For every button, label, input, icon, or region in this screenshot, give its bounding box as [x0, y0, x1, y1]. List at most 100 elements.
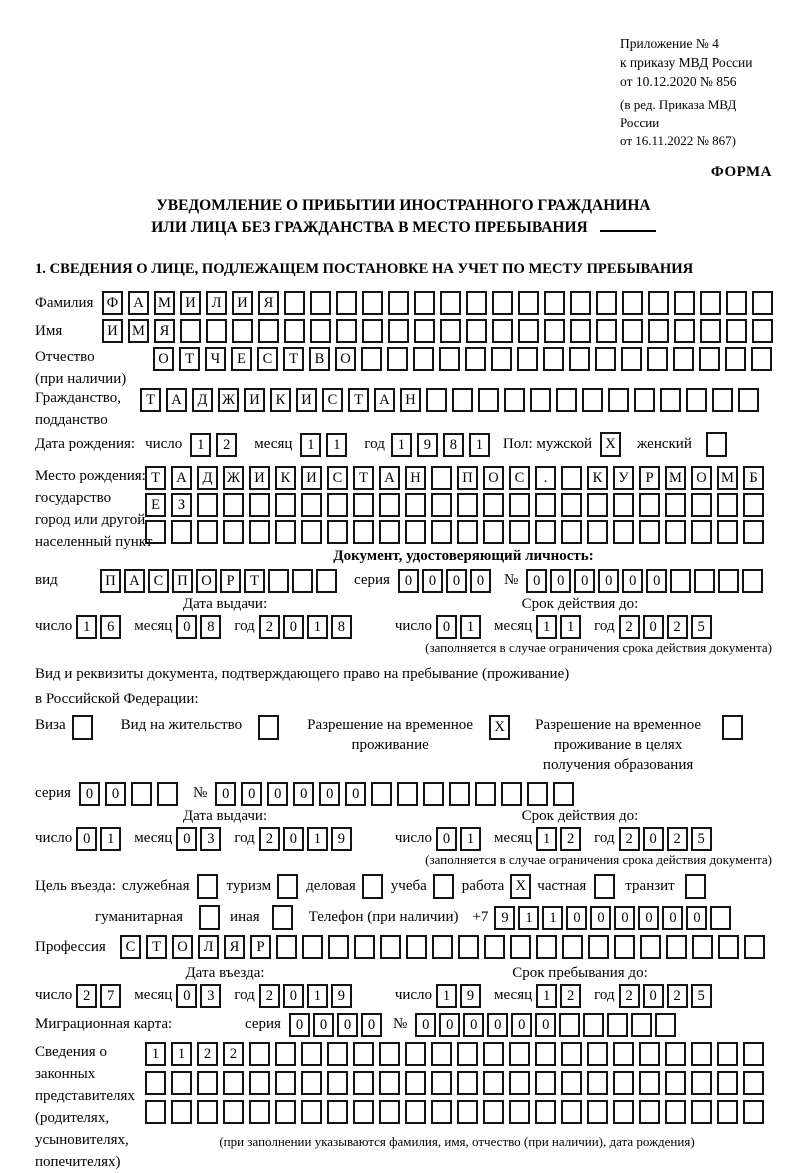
char-box[interactable] [717, 520, 738, 544]
char-box[interactable]: 0 [176, 615, 198, 639]
char-box[interactable] [665, 1100, 686, 1124]
char-box[interactable] [327, 520, 348, 544]
char-box[interactable] [452, 388, 473, 412]
char-box[interactable] [588, 935, 609, 959]
char-box[interactable]: 0 [282, 984, 304, 1008]
char-box[interactable]: 0 [574, 569, 596, 593]
char-box[interactable] [439, 347, 460, 371]
char-box[interactable] [665, 1071, 686, 1095]
char-box[interactable]: 1 [326, 433, 348, 457]
char-box[interactable]: 0 [469, 569, 491, 593]
char-box[interactable]: Н [400, 388, 421, 412]
char-box[interactable] [145, 1100, 166, 1124]
char-box[interactable]: 0 [176, 984, 198, 1008]
char-box[interactable] [223, 1100, 244, 1124]
char-box[interactable] [354, 935, 375, 959]
char-box[interactable] [440, 291, 461, 315]
char-box[interactable] [553, 782, 575, 806]
char-box[interactable]: 1 [536, 984, 558, 1008]
char-box[interactable] [738, 388, 759, 412]
char-box[interactable] [249, 520, 270, 544]
char-box[interactable] [744, 935, 765, 959]
char-box[interactable] [457, 1042, 478, 1066]
char-box[interactable] [483, 493, 504, 517]
char-box[interactable]: 0 [463, 1013, 485, 1037]
char-box[interactable] [145, 1071, 166, 1095]
char-box[interactable]: 0 [215, 782, 237, 806]
char-box[interactable] [484, 935, 505, 959]
char-box[interactable] [587, 1042, 608, 1066]
char-box[interactable]: 0 [614, 906, 636, 930]
char-box[interactable] [561, 1100, 582, 1124]
char-box[interactable]: 2 [258, 615, 280, 639]
char-box[interactable] [353, 1071, 374, 1095]
char-box[interactable] [607, 1013, 629, 1037]
char-box[interactable]: 0 [535, 1013, 557, 1037]
char-box[interactable] [536, 935, 557, 959]
char-box[interactable]: 9 [416, 433, 438, 457]
char-box[interactable] [509, 520, 530, 544]
char-box[interactable] [379, 520, 400, 544]
char-box[interactable] [582, 388, 603, 412]
char-box[interactable] [673, 347, 694, 371]
char-box[interactable]: 9 [460, 984, 482, 1008]
char-box[interactable]: С [509, 466, 530, 490]
char-box[interactable]: О [196, 569, 217, 593]
char-box[interactable] [387, 347, 408, 371]
char-box[interactable]: Л [198, 935, 219, 959]
char-box[interactable] [640, 935, 661, 959]
char-box[interactable] [492, 319, 513, 343]
char-box[interactable] [639, 1100, 660, 1124]
char-box[interactable] [655, 1013, 677, 1037]
char-box[interactable] [665, 493, 686, 517]
char-box[interactable]: 1 [536, 615, 558, 639]
char-box[interactable]: Е [145, 493, 166, 517]
char-box[interactable] [543, 347, 564, 371]
char-box[interactable] [613, 1100, 634, 1124]
char-box[interactable] [561, 1071, 582, 1095]
char-box[interactable]: 3 [200, 984, 222, 1008]
char-box[interactable]: 0 [282, 827, 304, 851]
char-box[interactable]: 0 [288, 1013, 310, 1037]
char-box[interactable] [491, 347, 512, 371]
char-box[interactable] [613, 1042, 634, 1066]
char-box[interactable]: 0 [282, 615, 304, 639]
char-box[interactable]: 0 [590, 906, 612, 930]
char-box[interactable]: 0 [104, 782, 126, 806]
char-box[interactable] [518, 319, 539, 343]
char-box[interactable] [726, 319, 747, 343]
char-box[interactable] [353, 493, 374, 517]
char-box[interactable] [431, 466, 452, 490]
char-box[interactable]: А [124, 569, 145, 593]
char-box[interactable]: А [171, 466, 192, 490]
char-box[interactable] [518, 291, 539, 315]
char-box[interactable] [223, 493, 244, 517]
char-box[interactable] [535, 1042, 556, 1066]
char-box[interactable] [718, 935, 739, 959]
char-box[interactable] [275, 1071, 296, 1095]
char-box[interactable]: М [717, 466, 738, 490]
char-box[interactable]: 0 [445, 569, 467, 593]
char-box[interactable] [570, 291, 591, 315]
char-box[interactable] [405, 1100, 426, 1124]
char-box[interactable] [353, 520, 374, 544]
char-box[interactable]: 7 [100, 984, 122, 1008]
char-box[interactable]: 0 [662, 906, 684, 930]
char-box[interactable] [197, 520, 218, 544]
char-box[interactable] [587, 493, 608, 517]
char-box[interactable] [371, 782, 393, 806]
char-box[interactable]: К [587, 466, 608, 490]
char-box[interactable] [743, 520, 764, 544]
sex-female-checkbox[interactable] [705, 432, 727, 457]
char-box[interactable] [197, 493, 218, 517]
char-box[interactable] [249, 1071, 270, 1095]
char-box[interactable] [232, 319, 253, 343]
char-box[interactable]: 1 [306, 984, 328, 1008]
char-box[interactable] [457, 493, 478, 517]
char-box[interactable] [431, 1042, 452, 1066]
char-box[interactable]: 0 [598, 569, 620, 593]
char-box[interactable] [752, 319, 773, 343]
char-box[interactable] [310, 319, 331, 343]
char-box[interactable] [700, 291, 721, 315]
char-box[interactable] [197, 1071, 218, 1095]
